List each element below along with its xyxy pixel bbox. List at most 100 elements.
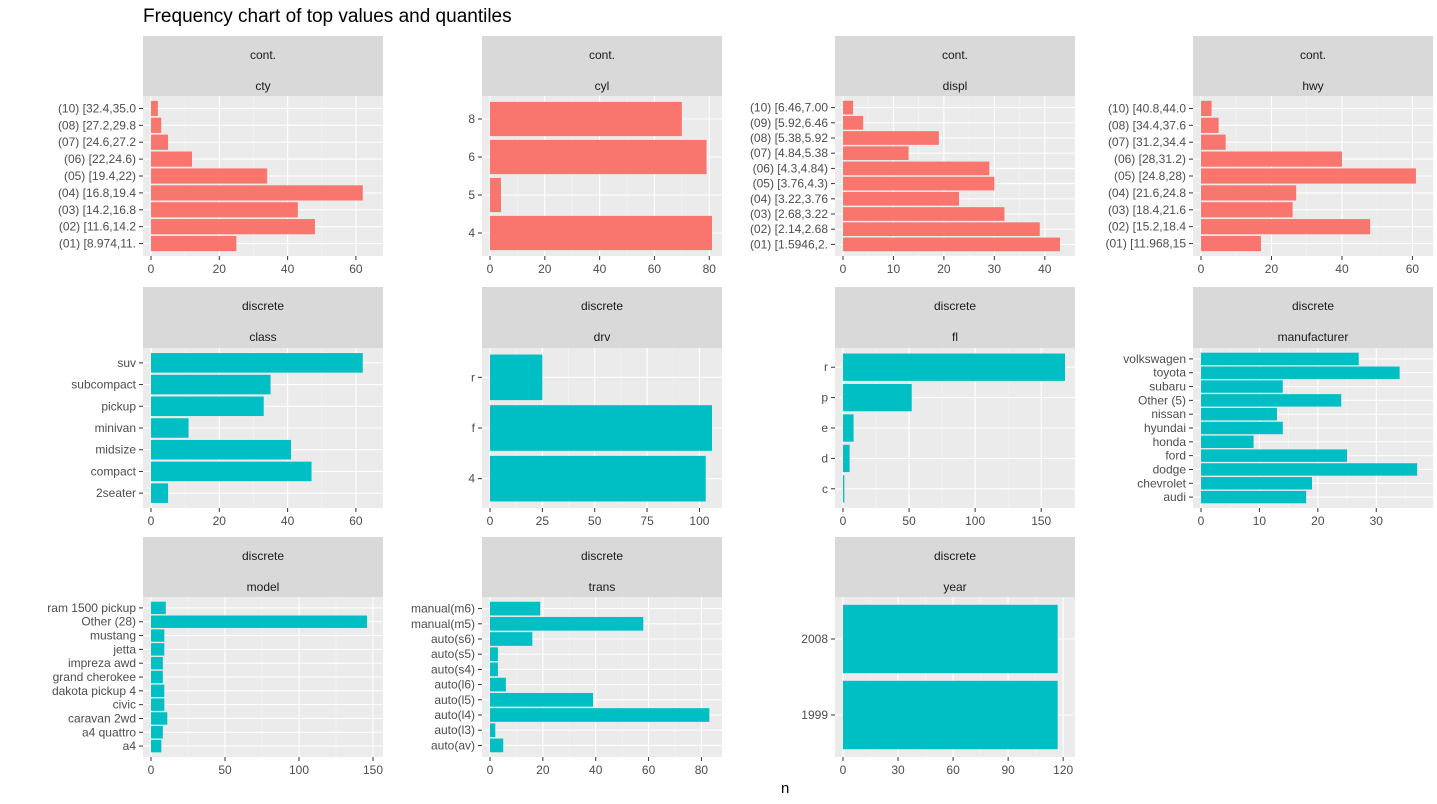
- y-tick-label: civic: [113, 698, 136, 712]
- x-tick-label: 60: [349, 262, 363, 276]
- x-tick-label: 30: [988, 262, 1002, 276]
- x-tick-label: 0: [1198, 514, 1205, 528]
- x-tick-label: 50: [218, 763, 232, 777]
- facet-panel-year: discrete year 0 30 60 90 120 1999 2008: [801, 537, 1075, 777]
- x-tick-label: 20: [213, 514, 227, 528]
- bar: [151, 418, 189, 438]
- strip-label-bottom: drv: [594, 330, 611, 344]
- y-tick-label: r: [471, 370, 475, 384]
- bar: [490, 405, 712, 451]
- y-tick-label: (07) [24.6,27.2: [58, 135, 136, 149]
- bar: [490, 601, 541, 616]
- bar: [1201, 117, 1219, 133]
- y-tick-label: e: [821, 421, 828, 435]
- x-tick-label: 0: [487, 763, 494, 777]
- y-tick-label: auto(av): [431, 738, 475, 752]
- x-tick-label: 60: [1406, 262, 1420, 276]
- x-tick-label: 20: [536, 763, 550, 777]
- x-tick-label: 40: [281, 514, 295, 528]
- facet-strip: [143, 537, 383, 597]
- y-tick-label: (08) [5.38,5.92: [750, 131, 828, 145]
- y-tick-label: ram 1500 pickup: [47, 601, 136, 615]
- x-tick-label: 80: [695, 763, 709, 777]
- bar: [490, 177, 501, 213]
- bar: [151, 235, 237, 252]
- facet-panel-drv: discrete drv 0 25 50 75 100 4 f r: [468, 287, 722, 528]
- bar: [843, 475, 845, 503]
- y-tick-label: mustang: [90, 629, 136, 643]
- x-tick-label: 150: [1031, 514, 1051, 528]
- y-tick-label: c: [822, 482, 828, 496]
- bar: [1201, 435, 1254, 449]
- x-tick-label: 30: [1370, 514, 1384, 528]
- strip-label-bottom: year: [943, 580, 966, 594]
- x-tick-label: 20: [538, 262, 552, 276]
- x-tick-label: 120: [1053, 763, 1073, 777]
- y-tick-label: chevrolet: [1137, 476, 1186, 490]
- y-tick-label: Other (5): [1138, 393, 1186, 407]
- y-tick-label: a4: [123, 739, 137, 753]
- x-tick-label: 100: [689, 514, 709, 528]
- strip-label-top: cont.: [942, 48, 968, 62]
- strip-label-top: cont.: [589, 48, 615, 62]
- y-tick-label: 5: [468, 188, 475, 202]
- y-tick-label: hyundai: [1144, 421, 1186, 435]
- bar: [151, 117, 162, 133]
- strip-label-bottom: displ: [943, 79, 968, 93]
- bar: [1201, 380, 1283, 393]
- bar: [1201, 100, 1212, 117]
- y-tick-label: (08) [34.4,37.6: [1108, 118, 1186, 132]
- bar: [490, 455, 706, 502]
- bar: [1201, 366, 1400, 379]
- y-tick-label: ford: [1165, 449, 1186, 463]
- facet-strip: [835, 36, 1075, 96]
- y-tick-label: nissan: [1151, 407, 1186, 421]
- bar: [151, 353, 363, 373]
- y-tick-label: 6: [468, 150, 475, 164]
- y-tick-label: (01) [1.5946,2.: [750, 237, 828, 251]
- bar: [151, 483, 169, 503]
- y-tick-label: dodge: [1153, 462, 1187, 476]
- strip-label-top: cont.: [1300, 48, 1326, 62]
- x-tick-label: 0: [1198, 262, 1205, 276]
- bar: [843, 115, 864, 130]
- bar: [843, 100, 854, 115]
- bar: [151, 151, 192, 167]
- y-tick-label: (10) [40.8,44.0: [1108, 101, 1186, 115]
- y-tick-label: auto(s6): [431, 632, 475, 646]
- y-tick-label: (04) [16.8,19.4: [58, 186, 136, 200]
- bar: [1201, 185, 1297, 201]
- facet-panel-cty: cont. cty 0 20 40 60 (01) [8.974,11. (02) [11.6…: [58, 36, 383, 276]
- y-tick-label: subaru: [1149, 380, 1186, 394]
- facet-panel-cyl: cont. cyl 0 20 40 60 80 4 5 6 8: [468, 36, 722, 276]
- bar: [1201, 151, 1342, 167]
- bar: [151, 684, 165, 698]
- x-tick-label: 0: [840, 262, 847, 276]
- y-tick-label: (05) [19.4,22): [64, 169, 136, 183]
- y-tick-label: impreza awd: [68, 656, 136, 670]
- facet-strip: [143, 36, 383, 96]
- strip-label-bottom: trans: [589, 580, 616, 594]
- bar: [843, 131, 939, 145]
- bar: [151, 656, 163, 670]
- x-tick-label: 0: [148, 262, 155, 276]
- y-tick-label: (06) [4.3,4.84): [753, 161, 828, 175]
- x-tick-label: 0: [148, 514, 155, 528]
- x-tick-label: 10: [1253, 514, 1267, 528]
- strip-label-bottom: fl: [952, 330, 958, 344]
- strip-label-top: discrete: [242, 299, 284, 313]
- bar: [843, 222, 1040, 237]
- x-tick-label: 0: [840, 514, 847, 528]
- bar: [151, 712, 168, 725]
- x-tick-label: 20: [1265, 262, 1279, 276]
- x-tick-label: 30: [891, 763, 905, 777]
- bar: [1201, 202, 1293, 218]
- strip-label-bottom: cyl: [595, 79, 610, 93]
- bar: [151, 185, 363, 201]
- bar: [1201, 352, 1359, 366]
- y-tick-label: (02) [15.2,18.4: [1108, 220, 1186, 234]
- x-tick-label: 0: [840, 763, 847, 777]
- strip-label-top: discrete: [242, 549, 284, 563]
